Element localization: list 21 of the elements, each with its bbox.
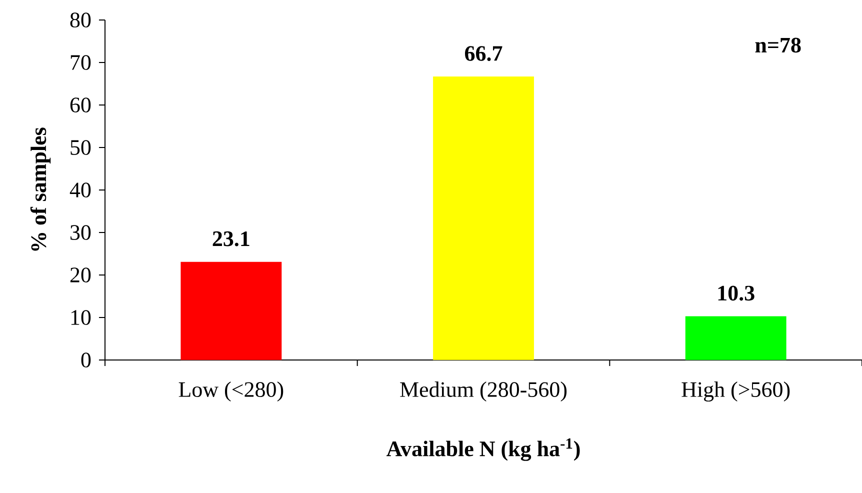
y-tick-label: 70 xyxy=(70,55,91,70)
x-tick-label: High (>560) xyxy=(682,382,790,402)
data-label: 10.3 xyxy=(718,286,754,301)
data-label: 66.7 xyxy=(465,46,502,61)
x-axis-title: Available N (kg ha$^{-1}$) xyxy=(386,438,580,461)
bar xyxy=(685,316,786,360)
annotation: n=78 xyxy=(755,38,801,53)
y-tick-label: 40 xyxy=(70,182,91,198)
y-tick-label: 0 xyxy=(81,352,91,368)
y-tick-label: 50 xyxy=(70,140,91,155)
x-tick-label: Medium (280-560) xyxy=(400,382,567,402)
y-tick-label: 80 xyxy=(70,12,91,28)
y-tick-label: 10 xyxy=(71,310,91,325)
data-label: 23.1 xyxy=(212,231,250,246)
y-axis-title: % of samples xyxy=(30,128,51,251)
bar xyxy=(433,76,534,360)
y-tick-label: 20 xyxy=(70,268,91,282)
bar xyxy=(180,262,282,360)
y-tick-label: 60 xyxy=(70,98,91,112)
x-tick-label: Low (<280) xyxy=(178,382,284,402)
y-tick-label: 30 xyxy=(70,225,91,240)
